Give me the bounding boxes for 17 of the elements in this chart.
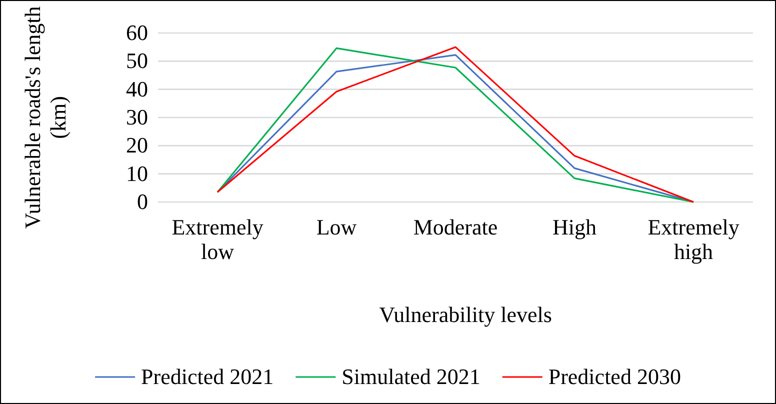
legend-label: Predicted 2030	[548, 364, 681, 389]
x-tick-label: Extremely low	[172, 214, 264, 264]
x-tick-label: Extremely high	[648, 214, 740, 264]
y-tick-label: 0	[137, 189, 148, 214]
y-tick-label: 10	[126, 160, 148, 186]
legend-label: Predicted 2021	[141, 364, 274, 389]
x-tick-label: Moderate	[413, 214, 498, 240]
y-tick-label: 20	[126, 132, 148, 158]
y-tick-label: 30	[126, 104, 148, 130]
legend-label: Simulated 2021	[342, 364, 480, 389]
y-tick-label: 60	[126, 20, 148, 46]
y-tick-label: 40	[126, 76, 148, 102]
x-tick-label: High	[552, 214, 596, 240]
y-tick-label: 50	[126, 48, 148, 74]
x-tick-label: Low	[316, 214, 357, 240]
x-axis-title: Vulnerability levels	[379, 302, 552, 327]
y-axis-title: Vulnerable roads's length (km)	[20, 6, 70, 229]
